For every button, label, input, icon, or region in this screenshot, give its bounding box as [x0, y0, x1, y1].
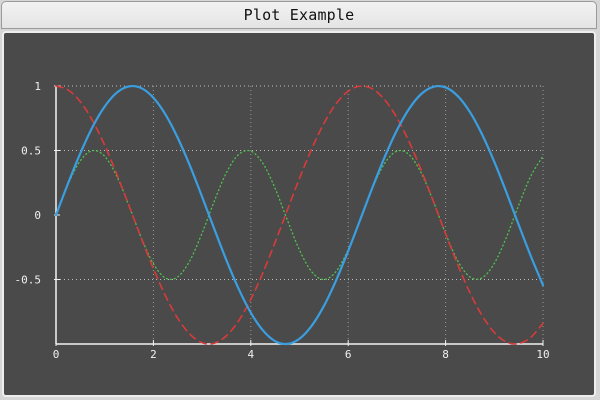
y-tick-label: 1 — [34, 80, 41, 93]
y-tick-label: 0.5 — [21, 145, 41, 158]
x-tick-label: 0 — [53, 348, 60, 361]
title-bar[interactable]: Plot Example — [1, 1, 597, 29]
series-line-solid — [54, 84, 545, 346]
line-chart: 0 2 4 6 8 10 1 0.5 0 -0.5 — [15, 80, 550, 361]
series-line-dotted — [55, 149, 544, 281]
x-tick-label: 4 — [247, 348, 254, 361]
x-tick-label: 2 — [150, 348, 157, 361]
plot-area[interactable]: 0 2 4 6 8 10 1 0.5 0 -0.5 — [2, 31, 596, 397]
y-tick-label: -0.5 — [15, 274, 42, 287]
x-tick-label: 8 — [442, 348, 449, 361]
window-title: Plot Example — [243, 6, 355, 24]
x-tick-label: 10 — [536, 348, 549, 361]
x-tick-label: 6 — [345, 348, 352, 361]
y-tick-label: 0 — [34, 209, 41, 222]
series-line-dashed — [55, 85, 544, 345]
